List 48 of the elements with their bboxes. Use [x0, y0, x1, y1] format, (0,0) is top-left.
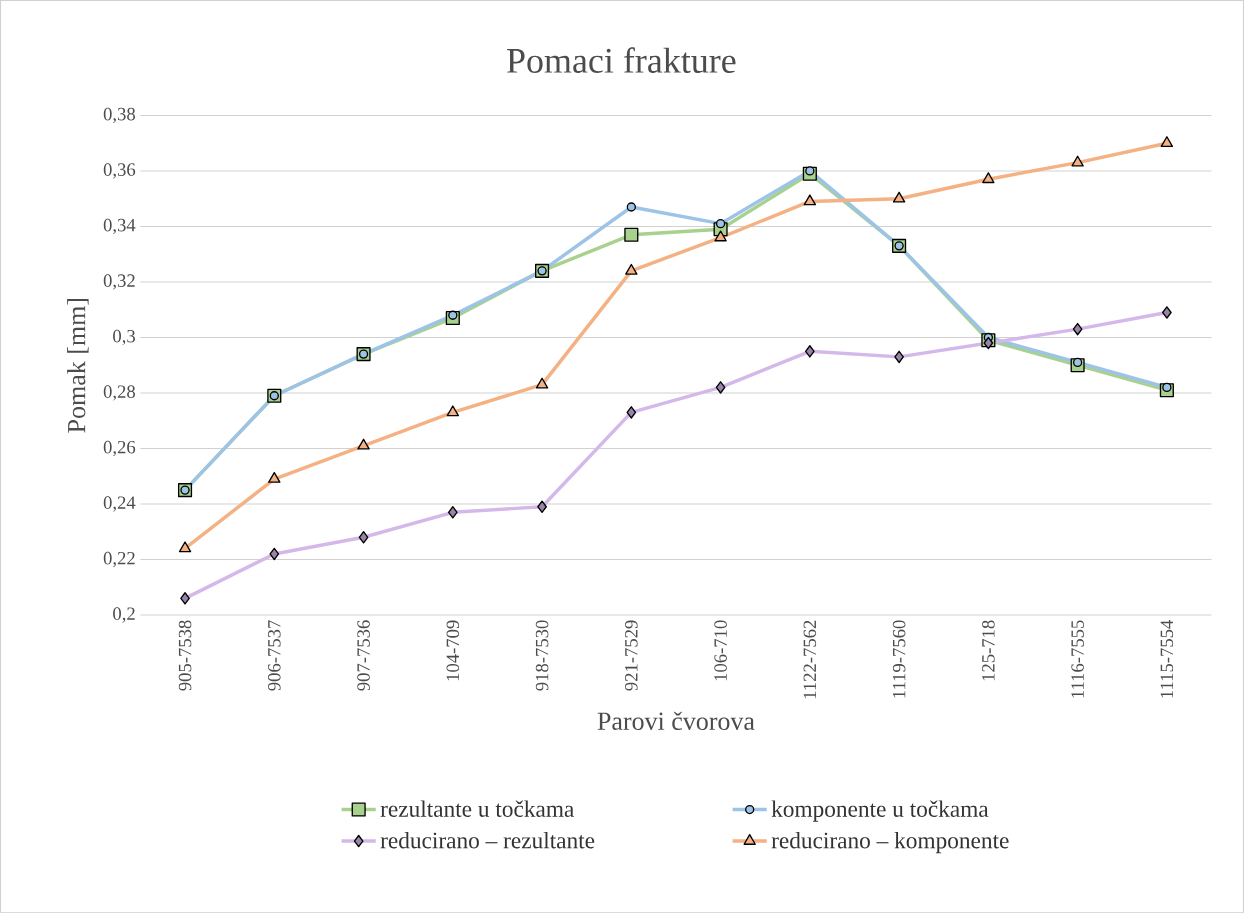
point [715, 218, 726, 229]
x-tick-label: 906-7537 [268, 620, 281, 691]
y-tick-label: 0,26 [103, 440, 136, 456]
point [448, 310, 458, 320]
y-tick-label: 0,32 [103, 274, 135, 290]
point [178, 541, 192, 553]
point [982, 172, 995, 183]
point [1160, 135, 1174, 147]
point [357, 438, 370, 450]
x-tick-label: 1122-7562 [803, 620, 817, 699]
x-tick-label: 921-7529 [625, 620, 638, 691]
y-tick-label: 0,34 [103, 218, 136, 234]
y-axis-title: Pomak [mm] [67, 298, 89, 433]
legend-label: reducirano – komponente [771, 831, 1009, 853]
legend-label: komponente u točkama [771, 800, 989, 822]
chart-title: Pomaci frakture [507, 47, 736, 73]
point [1071, 155, 1084, 167]
point [805, 166, 815, 176]
legend-label: reducirano – rezultante [380, 831, 595, 849]
x-axis-title: Parovi čvorova [597, 711, 755, 730]
point [714, 230, 727, 242]
x-tick-label: 907-7536 [357, 620, 370, 691]
x-tick-label: 1119-7560 [892, 620, 906, 698]
point [626, 202, 636, 212]
point [624, 227, 639, 242]
y-tick-label: 0,3 [113, 329, 135, 345]
x-tick-label: 1116-7555 [1071, 620, 1084, 698]
point [268, 471, 281, 483]
y-tick-label: 0,2 [113, 607, 135, 623]
x-tick-label: 125-718 [982, 620, 995, 681]
y-tick-label: 0,28 [103, 385, 135, 401]
point [803, 194, 817, 206]
point [625, 263, 638, 275]
x-tick-label: 106-710 [714, 620, 727, 681]
y-tick-label: 0,24 [103, 496, 136, 512]
point [446, 405, 460, 417]
y-tick-label: 0,22 [103, 551, 135, 567]
point [1072, 357, 1083, 367]
x-tick-label: 918-7530 [535, 620, 549, 691]
x-tick-label: 1115-7554 [1160, 619, 1174, 698]
x-tick-label: 104-709 [446, 620, 460, 681]
point [1162, 382, 1172, 392]
y-tick-label: 0,38 [103, 107, 135, 123]
legend-label: rezultante u točkama [380, 800, 574, 817]
point [892, 191, 906, 203]
y-tick-label: 0,36 [103, 163, 136, 179]
x-tick-label: 905-7538 [178, 620, 192, 691]
point [535, 377, 549, 389]
